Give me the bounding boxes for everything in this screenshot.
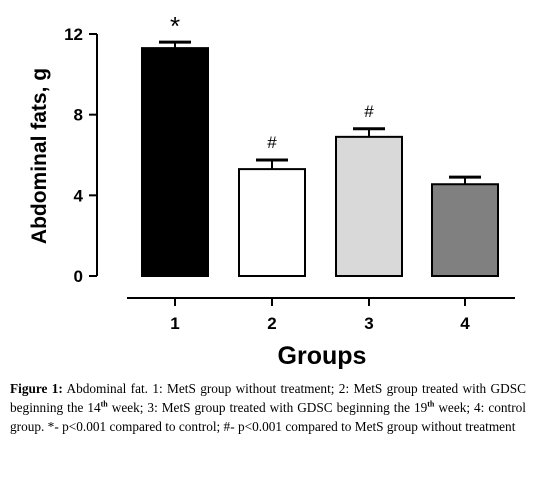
x-tick-label: 2 (267, 314, 276, 333)
caption-text-3: week; 4: control group. *- p<0.001 compa… (10, 400, 526, 434)
y-tick-label: 4 (74, 186, 84, 205)
caption-sup-2: th (427, 399, 435, 409)
figure-caption: Figure 1: Abdominal fat. 1: MetS group w… (10, 379, 526, 436)
y-tick-label: 8 (74, 106, 83, 125)
caption-text-1: Abdominal fat. 1: MetS group without tre… (10, 381, 527, 415)
significance-mark: * (170, 11, 180, 41)
y-axis-title: Abdominal fats, g (28, 68, 51, 244)
x-axis: 1 2 3 4 (127, 297, 515, 333)
x-tick-label: 3 (364, 314, 373, 333)
bar (335, 135, 403, 277)
caption-label: Figure 1: (10, 381, 63, 396)
caption-sup-1: th (100, 399, 108, 409)
y-tick-label: 0 (74, 267, 83, 286)
x-tick-label: 1 (170, 314, 179, 333)
bar (238, 168, 306, 277)
y-tick-label: 12 (64, 25, 83, 44)
significance-mark: # (267, 133, 277, 152)
bar (431, 183, 499, 277)
y-axis: 0 4 8 12 (64, 25, 98, 286)
significance-mark: # (364, 102, 374, 121)
caption-text-2: week; 3: MetS group treated with GDSC be… (107, 400, 428, 415)
x-axis-title: Groups (278, 342, 367, 370)
bars: * # # (141, 11, 499, 277)
x-tick-label: 4 (460, 314, 470, 333)
bar (141, 47, 209, 277)
